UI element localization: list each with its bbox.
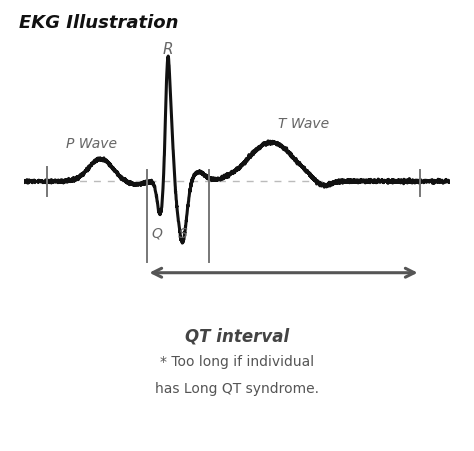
Text: * Too long if individual: * Too long if individual (160, 354, 314, 368)
Text: QT interval: QT interval (185, 327, 289, 345)
Text: T Wave: T Wave (278, 117, 328, 131)
Text: Q: Q (152, 226, 163, 240)
Text: has Long QT syndrome.: has Long QT syndrome. (155, 381, 319, 395)
Text: EKG Illustration: EKG Illustration (19, 14, 178, 32)
Text: R: R (163, 42, 173, 57)
Text: P Wave: P Wave (66, 137, 118, 151)
Text: S: S (179, 226, 188, 240)
